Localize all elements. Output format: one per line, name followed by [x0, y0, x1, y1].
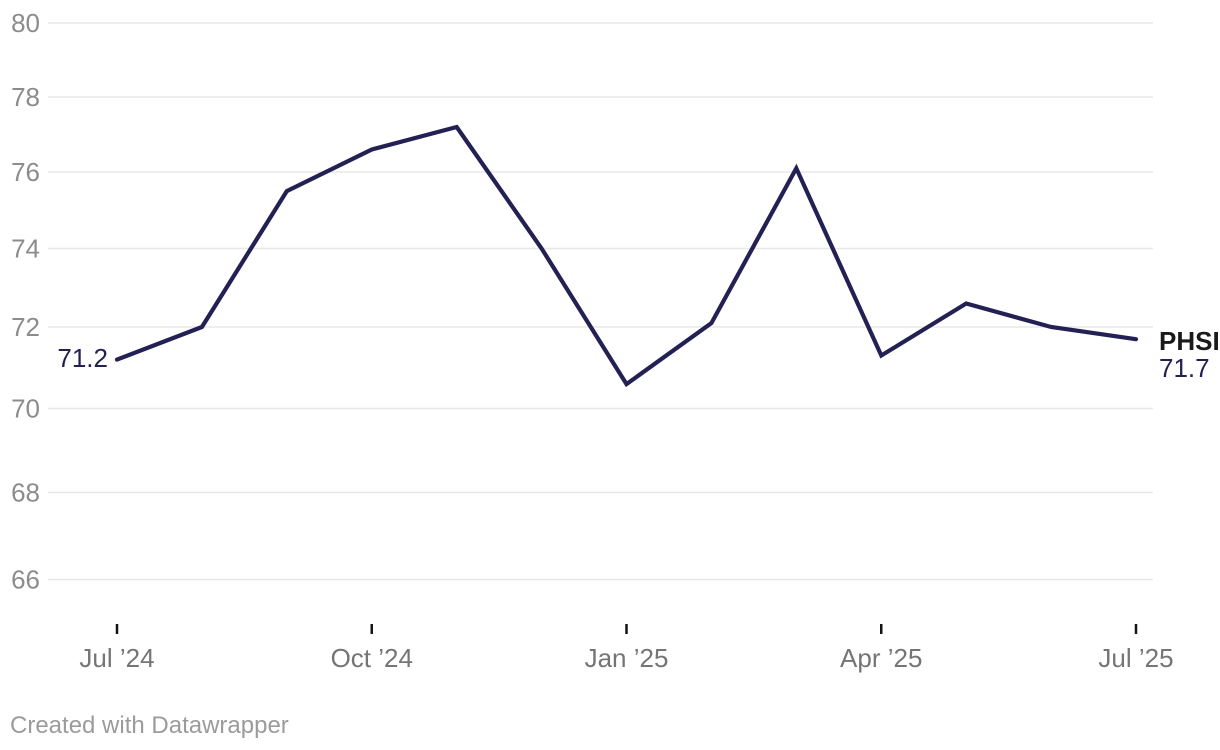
y-axis-label-68: 68	[11, 478, 40, 508]
y-axis-label-66: 66	[11, 565, 40, 595]
x-axis-label: Jul ’25	[1098, 643, 1173, 673]
x-axis-label: Apr ’25	[840, 643, 922, 673]
y-axis-label-70: 70	[11, 394, 40, 424]
x-axis-label: Oct ’24	[331, 643, 413, 673]
phsi-data-line	[114, 124, 1139, 388]
y-axis-label-78: 78	[11, 82, 40, 112]
x-axis-label: Jul ’24	[79, 643, 154, 673]
y-axis-label-74: 74	[11, 234, 40, 264]
datawrapper-attribution-link[interactable]: Created with Datawrapper	[10, 712, 289, 739]
y-axis-label-80: 80	[11, 8, 40, 38]
end-value-label: 71.7	[1159, 353, 1210, 383]
start-value-label: 71.2	[57, 343, 108, 373]
y-axis-label-76: 76	[11, 157, 40, 187]
series-name-label: PHSI	[1159, 326, 1220, 356]
x-axis-label: Jan ’25	[585, 643, 669, 673]
y-axis-label-72: 72	[11, 312, 40, 342]
